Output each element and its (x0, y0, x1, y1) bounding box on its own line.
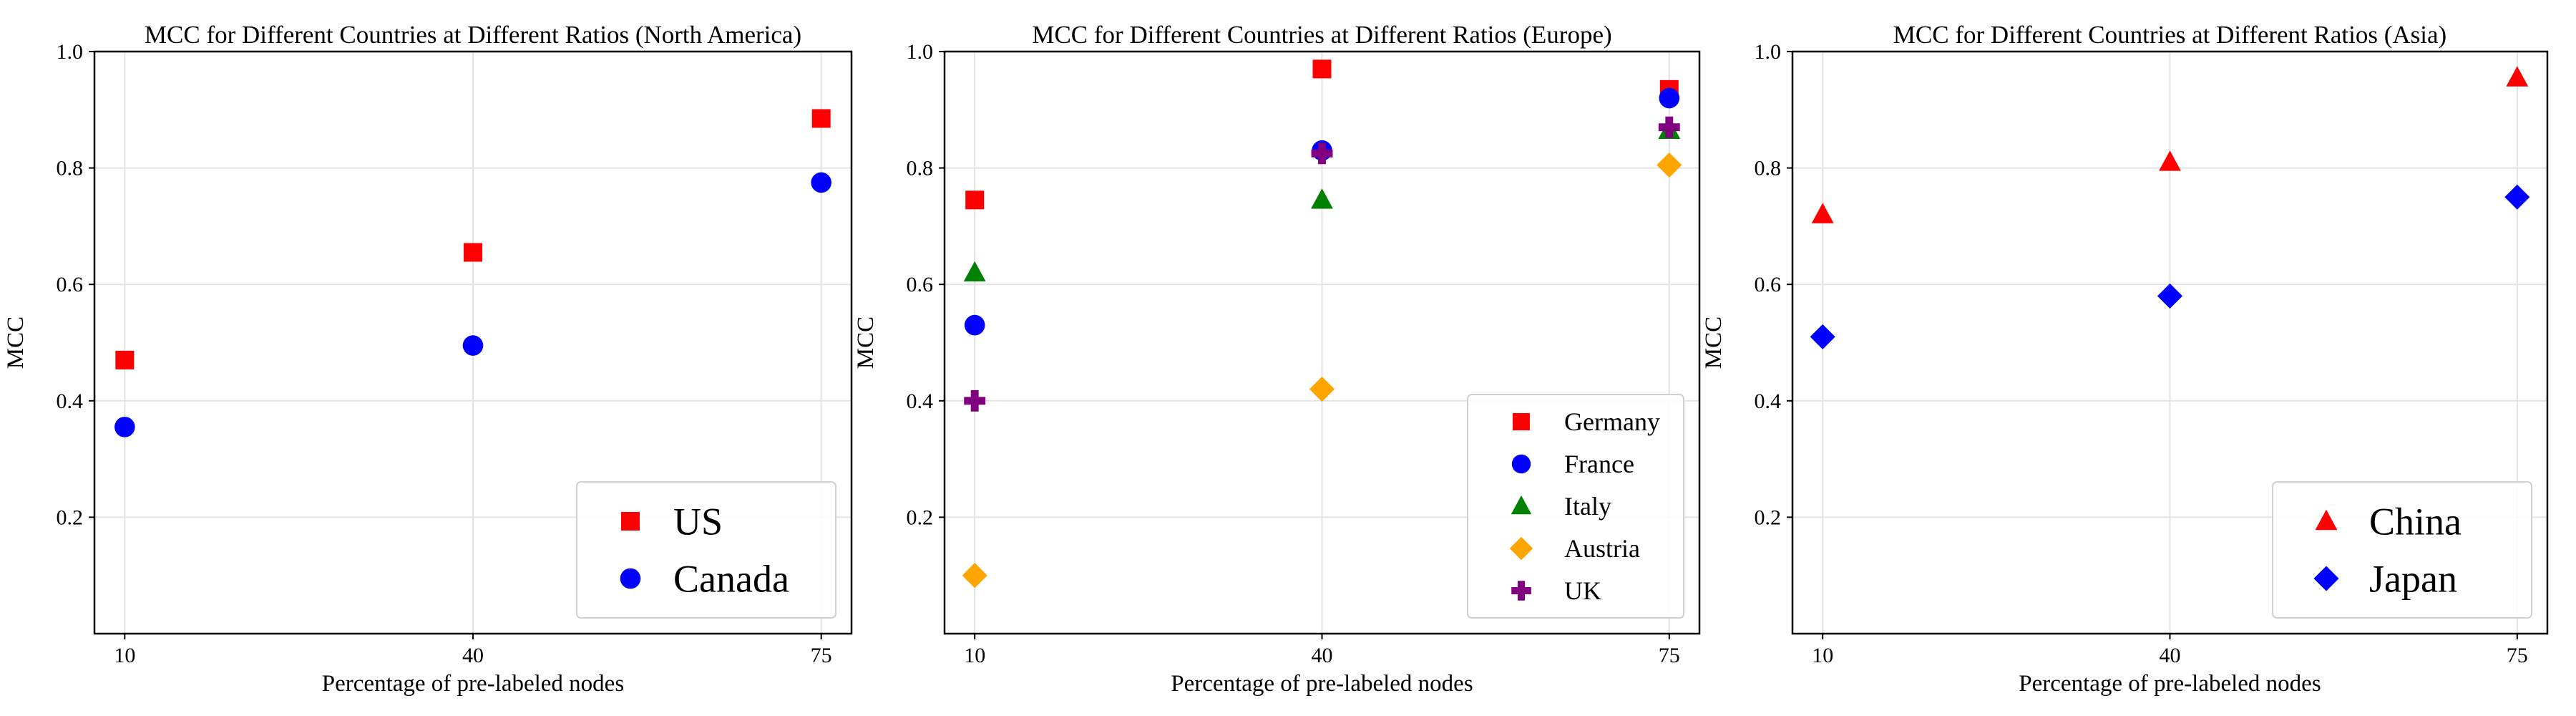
point-japan-40 (2157, 283, 2183, 309)
point-china-75 (2506, 66, 2529, 87)
legend-box (1467, 394, 1684, 619)
point-us-75 (811, 109, 831, 128)
point-austria-40 (1309, 376, 1335, 402)
y-tick-label: 1.0 (1755, 40, 1782, 64)
point-uk-40 (1311, 142, 1333, 165)
y-tick-label: 0.4 (57, 390, 84, 413)
legend-label-germany: Germany (1564, 407, 1660, 436)
chart-title: MCC for Different Countries at Different… (1893, 21, 2446, 49)
x-axis-label: Percentage of pre-labeled nodes (322, 671, 624, 697)
legend-marker-germany (1513, 413, 1530, 430)
legend-marker-japan (2313, 566, 2339, 591)
y-tick-label: 0.8 (907, 157, 934, 180)
point-germany-40 (1312, 59, 1332, 79)
y-tick-label: 1.0 (907, 40, 934, 64)
legend-label-china: China (2369, 500, 2462, 543)
point-china-40 (2159, 150, 2181, 171)
point-canada-40 (462, 335, 484, 356)
point-italy-40 (1311, 188, 1333, 209)
legend-label-france: France (1564, 450, 1634, 478)
x-tick-label: 75 (2507, 644, 2528, 667)
x-axis-label: Percentage of pre-labeled nodes (2019, 671, 2321, 697)
legend-marker-france (1511, 454, 1531, 474)
x-tick-label: 40 (2160, 644, 2181, 667)
legend-label-italy: Italy (1564, 492, 1611, 521)
point-japan-75 (2504, 184, 2530, 210)
y-tick-label: 0.8 (57, 157, 84, 180)
y-tick-label: 0.4 (1755, 390, 1782, 413)
point-japan-10 (1810, 324, 1835, 349)
panel-north-america: 10 40 75 0.2 0.4 0.6 0.8 1.0 MCC for Different C… (3, 21, 853, 697)
x-tick-label: 40 (1312, 644, 1333, 667)
y-tick-label: 0.2 (57, 505, 84, 529)
chart-title: MCC for Different Countries at Different… (1032, 21, 1611, 49)
chart-title: MCC for Different Countries at Different… (145, 21, 801, 49)
point-us-40 (464, 243, 482, 262)
legend-marker-italy (1511, 495, 1532, 515)
point-china-10 (1811, 203, 1834, 223)
x-tick-label: 75 (1659, 644, 1680, 667)
y-tick-label: 0.2 (1755, 505, 1782, 529)
legend-box (576, 481, 836, 619)
point-france-10 (964, 314, 985, 336)
x-tick-label: 75 (811, 644, 832, 667)
legend-marker-china (2315, 509, 2338, 531)
x-tick-label: 40 (462, 644, 484, 667)
point-france-75 (1659, 87, 1680, 109)
legend-marker-austria (1509, 536, 1533, 561)
point-germany-10 (965, 190, 985, 210)
y-tick-label: 0.6 (907, 273, 934, 296)
point-canada-75 (811, 172, 831, 193)
legend-label-japan: Japan (2369, 557, 2457, 600)
point-austria-75 (1657, 152, 1682, 178)
y-tick-label: 0.2 (907, 505, 934, 529)
point-canada-10 (114, 417, 135, 437)
point-uk-75 (1658, 116, 1680, 138)
legend-label-us: US (673, 500, 723, 543)
point-italy-10 (963, 261, 986, 282)
y-tick-label: 1.0 (57, 40, 84, 64)
legend-label-austria: Austria (1564, 534, 1640, 563)
y-axis-label: MCC (853, 316, 879, 369)
legend-marker-canada (620, 568, 641, 589)
point-austria-10 (962, 563, 987, 589)
y-tick-label: 0.6 (1755, 273, 1782, 296)
point-uk-10 (964, 390, 986, 412)
legend-label-uk: UK (1564, 576, 1601, 605)
x-axis-label: Percentage of pre-labeled nodes (1171, 671, 1473, 697)
legend-box (2272, 481, 2532, 619)
panel-europe: 10 40 75 0.2 0.4 0.6 0.8 1.0 MCC for Different C… (853, 21, 1701, 697)
x-tick-label: 10 (1812, 644, 1833, 667)
y-tick-label: 0.4 (907, 390, 934, 413)
y-tick-label: 0.6 (57, 273, 84, 296)
legend-label-canada: Canada (673, 557, 789, 600)
y-axis-label: MCC (1701, 316, 1727, 369)
panel-asia: 10 40 75 0.2 0.4 0.6 0.8 1.0 MCC for Different C… (1701, 21, 2549, 697)
x-tick-label: 10 (964, 644, 985, 667)
legend-marker-uk (1511, 581, 1531, 601)
legend-marker-us (621, 512, 640, 531)
x-tick-label: 10 (114, 644, 135, 667)
y-axis-label: MCC (3, 316, 29, 369)
point-us-10 (115, 350, 135, 369)
y-tick-label: 0.8 (1755, 157, 1782, 180)
